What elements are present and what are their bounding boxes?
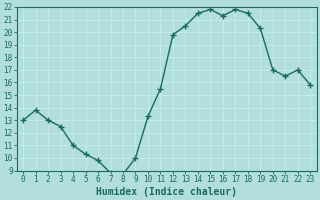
X-axis label: Humidex (Indice chaleur): Humidex (Indice chaleur): [96, 186, 237, 197]
